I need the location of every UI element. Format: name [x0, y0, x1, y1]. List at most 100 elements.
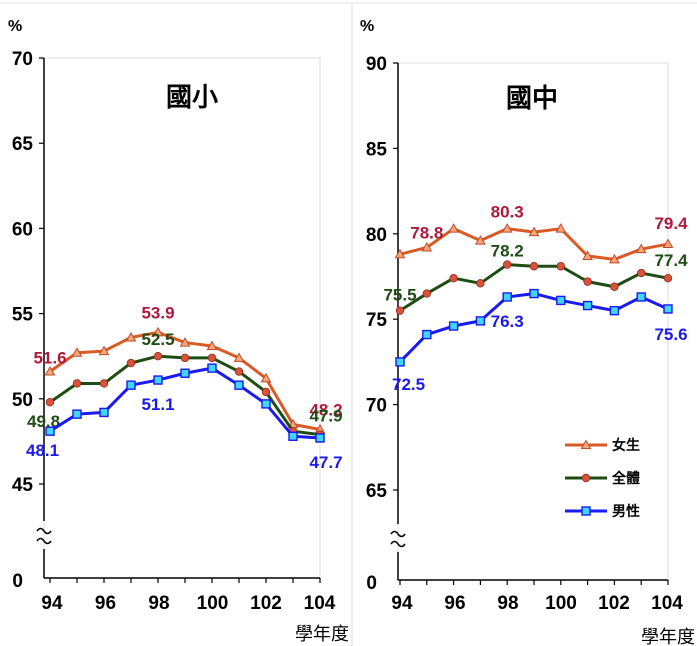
data-point-triangle: [555, 223, 567, 233]
data-point-square: [609, 305, 620, 316]
data-point-triangle: [421, 241, 433, 252]
data-label: 51.1: [141, 395, 174, 414]
legend-marker: [580, 439, 592, 449]
x-tick-label: 104: [304, 593, 336, 614]
x-tick-label: 96: [95, 593, 116, 614]
data-point-circle: [126, 358, 136, 368]
series-line-女生: [49, 330, 321, 431]
data-point-circle: [449, 274, 458, 283]
series-line-男性: [398, 292, 669, 363]
axis-break-mark: [390, 540, 406, 548]
data-point-circle: [663, 274, 673, 283]
data-label: 48.2: [309, 400, 342, 419]
data-point-circle: [153, 352, 163, 361]
data-point-square: [207, 363, 217, 373]
y-tick-label: 65: [12, 134, 34, 155]
data-point-square: [663, 304, 673, 314]
data-point-circle: [234, 367, 244, 376]
data-label: 77.4: [654, 251, 688, 270]
data-point-triangle: [44, 366, 56, 376]
chart-panel-elementary: 45 50 55 60 65 70 0% 94 96 98 100 102 104 學年度 國小 51.6 53…: [8, 18, 349, 645]
data-point-circle: [72, 379, 82, 388]
data-label: 49.8: [27, 412, 60, 431]
x-tick-label: 102: [598, 593, 630, 614]
data-point-circle: [610, 282, 619, 291]
data-point-triangle: [609, 253, 620, 264]
data-label: 80.3: [491, 203, 524, 222]
data-label: 78.2: [491, 242, 524, 261]
x-tick-label: 100: [545, 593, 577, 614]
x-tick-label: 102: [250, 593, 282, 614]
chart-title: 國中: [506, 84, 558, 114]
data-point-square: [529, 288, 539, 299]
data-point-triangle: [394, 248, 406, 259]
data-point-square: [126, 380, 136, 390]
data-point-triangle: [635, 243, 647, 254]
axis-break-mark: [390, 530, 406, 538]
chart-panel-junior-high: 65 70 75 80 85 90 0% 94 96 98 100 102 104 學年度 國中 78.8 80…: [360, 18, 695, 646]
data-point-triangle: [233, 352, 245, 362]
data-point-circle: [583, 277, 592, 286]
data-label: 47.9: [309, 407, 342, 426]
axis-break-mark: [36, 527, 52, 535]
x-tick-label: 98: [148, 593, 169, 614]
data-point-triangle: [448, 223, 459, 233]
data-point-triangle: [528, 226, 540, 237]
data-point-circle: [261, 387, 271, 397]
data-point-square: [99, 407, 109, 418]
data-point-square: [153, 375, 163, 385]
data-point-circle: [45, 398, 55, 407]
data-point-circle: [476, 279, 485, 288]
x-axis-label: 學年度: [295, 624, 349, 645]
y-tick-label: 70: [366, 396, 387, 417]
data-point-circle: [529, 262, 539, 271]
y-tick-label: 55: [12, 305, 34, 326]
data-point-square: [45, 426, 55, 436]
data-point-triangle: [179, 337, 191, 347]
x-tick-label: 98: [497, 593, 518, 614]
legend-marker: [581, 506, 591, 516]
unit-label: %: [8, 18, 22, 35]
x-axis-label: 學年度: [641, 627, 695, 646]
x-tick-label: 104: [651, 593, 683, 614]
data-point-square: [448, 321, 459, 331]
data-label: 79.4: [654, 214, 688, 233]
axis-break-mark: [36, 537, 52, 545]
data-point-triangle: [260, 372, 272, 383]
data-point-square: [180, 368, 190, 378]
x-tick-label: 96: [444, 593, 465, 614]
data-point-triangle: [71, 347, 83, 357]
data-point-triangle: [475, 235, 486, 245]
data-point-circle: [99, 379, 109, 388]
y-tick-label: 45: [12, 475, 34, 496]
data-label: 53.9: [141, 303, 174, 322]
data-point-square: [502, 292, 512, 302]
data-point-triangle: [662, 238, 674, 249]
data-point-square: [261, 399, 271, 409]
y-tick-label: 65: [366, 481, 388, 502]
plot-area-frame: [43, 57, 321, 579]
chart-title: 國小: [166, 83, 218, 113]
data-point-circle: [207, 353, 217, 363]
data-label: 47.7: [309, 453, 342, 472]
data-point-square: [556, 295, 566, 306]
data-point-square: [582, 300, 593, 311]
data-label: 72.5: [392, 375, 425, 394]
y-tick-label: 60: [12, 219, 33, 240]
data-point-square: [72, 409, 82, 419]
x-tick-label: 94: [391, 593, 413, 614]
data-point-triangle: [206, 340, 218, 350]
y-tick-label: 85: [366, 139, 388, 160]
legend-label: 全體: [611, 470, 640, 487]
data-label: 48.1: [26, 441, 59, 460]
data-label: 51.6: [33, 349, 66, 368]
data-label: 75.5: [383, 286, 416, 305]
data-point-square: [475, 316, 486, 326]
data-point-square: [288, 431, 298, 441]
data-point-circle: [395, 306, 405, 315]
data-label: 76.3: [491, 312, 524, 331]
data-point-square: [395, 357, 405, 367]
y-tick-label: 80: [366, 225, 387, 246]
series-line-全體: [49, 354, 321, 437]
